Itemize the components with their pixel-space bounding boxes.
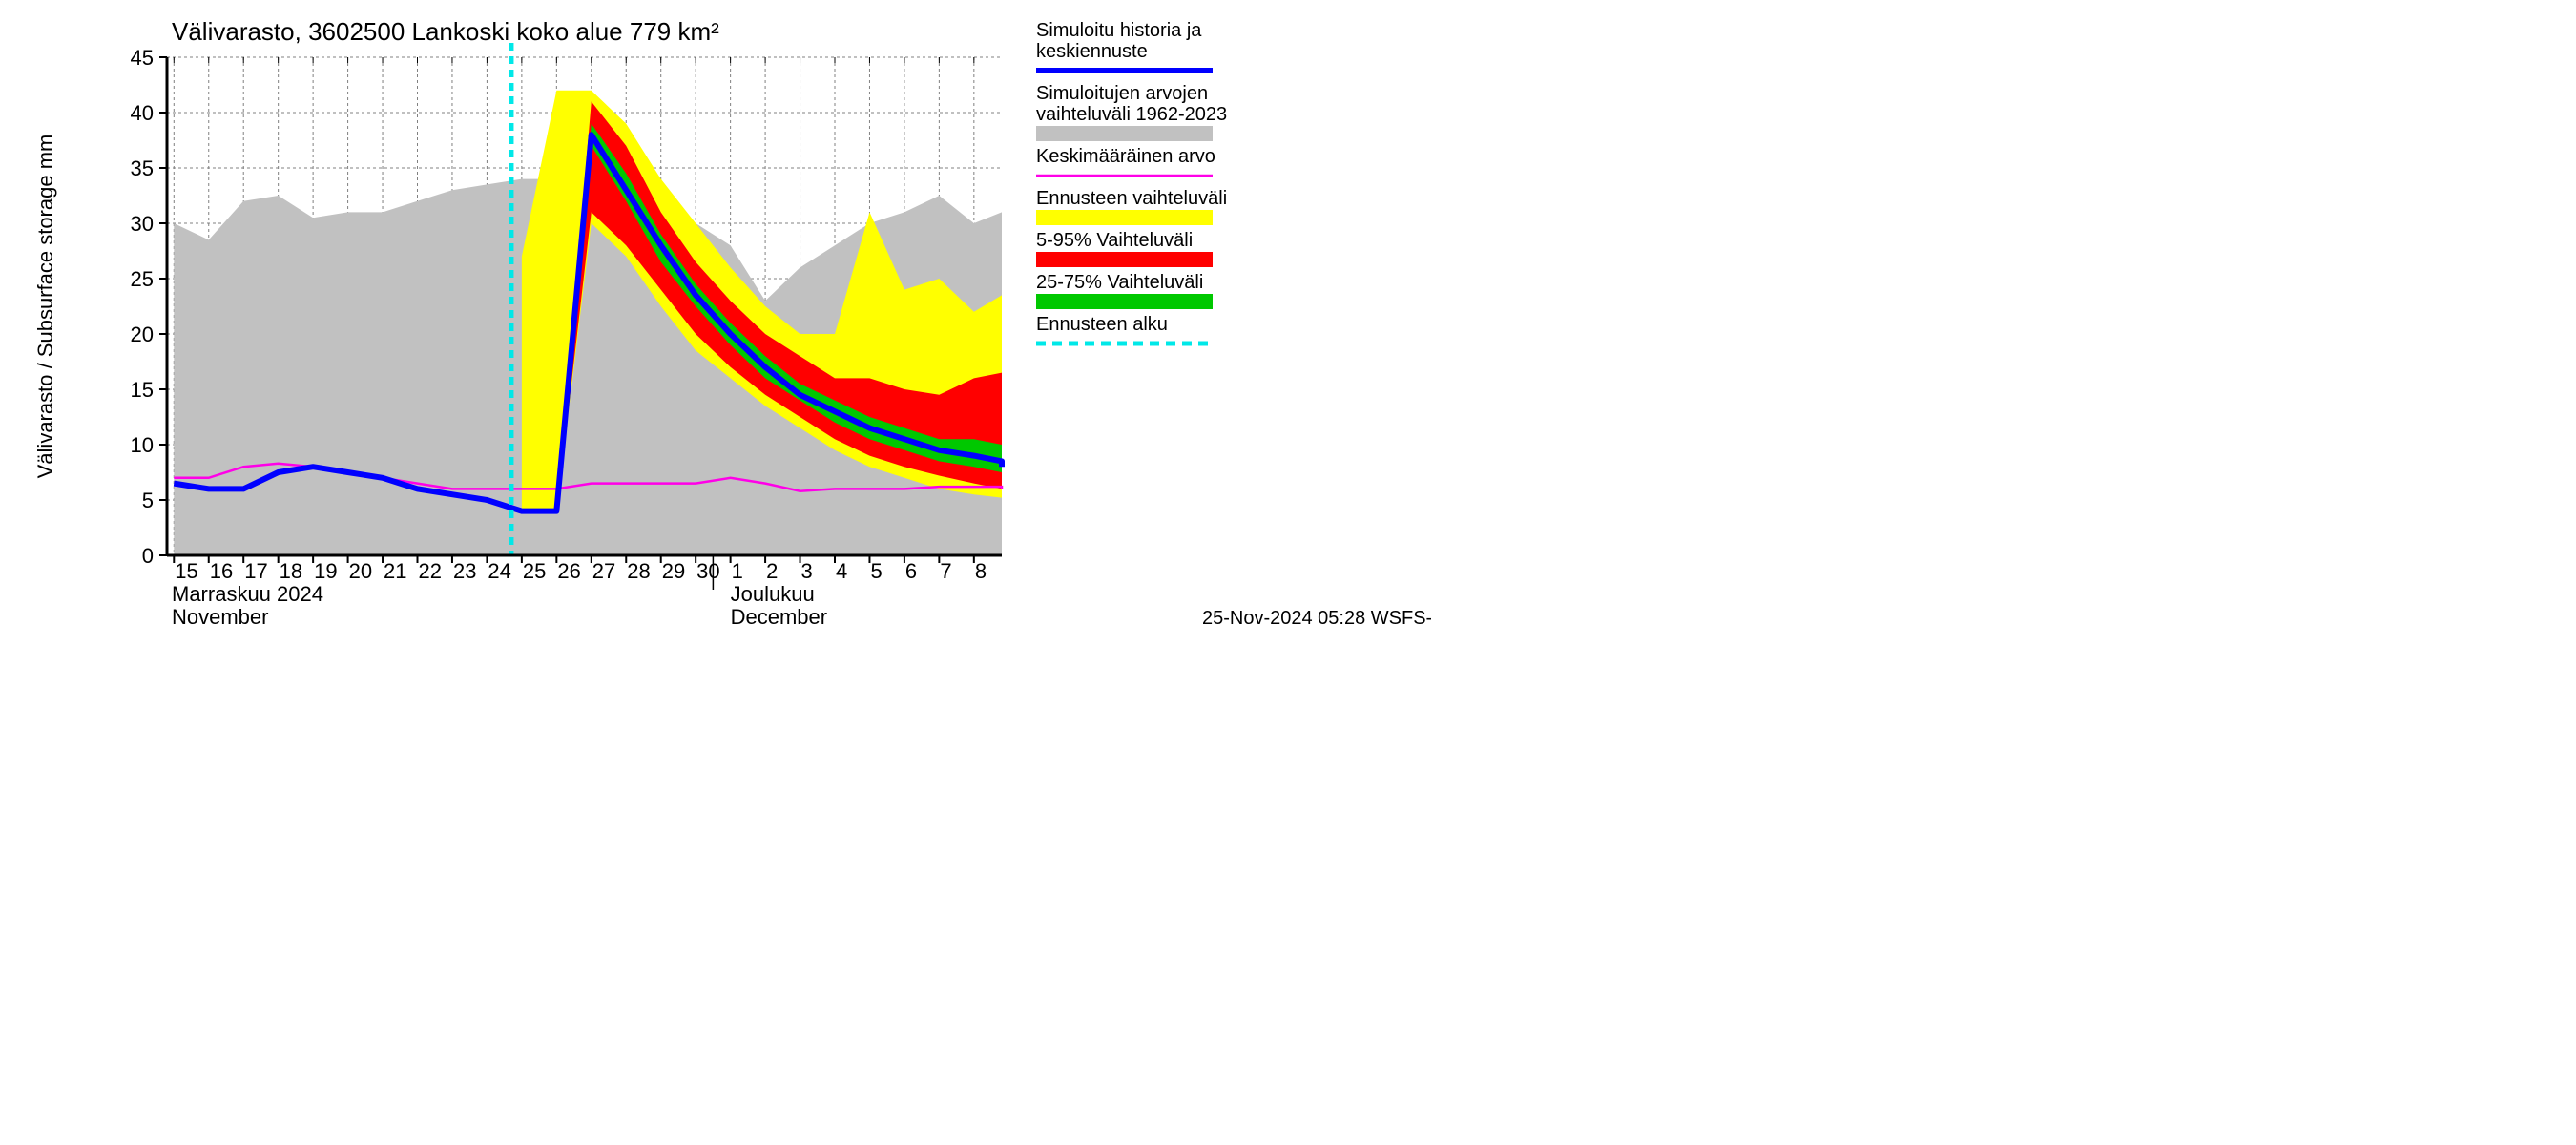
legend-label: Ennusteen vaihteluväli (1036, 188, 1227, 209)
x-tick-label: 24 (488, 559, 510, 583)
legend-swatch (1036, 126, 1213, 141)
legend-label: 25-75% Vaihteluväli (1036, 272, 1203, 293)
footer-timestamp: 25-Nov-2024 05:28 WSFS-O (1202, 608, 1431, 629)
legend-swatch (1036, 294, 1213, 309)
x-tick-label: 6 (905, 559, 917, 583)
legend-label: Keskimääräinen arvo (1036, 146, 1215, 167)
x-tick-label: 29 (662, 559, 685, 583)
x-tick-label: 8 (975, 559, 987, 583)
y-tick-label: 25 (131, 267, 154, 291)
chart-container: 0510152025303540451516171819202122232425… (0, 0, 1431, 636)
y-tick-label: 30 (131, 212, 154, 236)
legend-label: Simuloitujen arvojen (1036, 83, 1208, 104)
x-tick-label: 4 (836, 559, 847, 583)
x-tick-label: 15 (175, 559, 197, 583)
x-tick-label: 1 (732, 559, 743, 583)
legend-swatch (1036, 252, 1213, 267)
legend-label: keskiennuste (1036, 41, 1148, 62)
legend-swatch (1036, 210, 1213, 225)
x-tick-label: 23 (453, 559, 476, 583)
x-tick-label: 27 (592, 559, 615, 583)
x-tick-label: 7 (940, 559, 951, 583)
legend-label: 5-95% Vaihteluväli (1036, 230, 1193, 251)
x-tick-label: 3 (801, 559, 813, 583)
y-tick-label: 5 (142, 489, 154, 512)
x-tick-label: 28 (627, 559, 650, 583)
chart-title: Välivarasto, 3602500 Lankoski koko alue … (172, 17, 719, 46)
x-tick-label: 18 (280, 559, 302, 583)
x-tick-label: 30 (696, 559, 719, 583)
x-tick-label: 2 (766, 559, 778, 583)
y-tick-label: 15 (131, 378, 154, 402)
legend-label: Ennusteen alku (1036, 314, 1168, 335)
x-tick-label: 5 (870, 559, 882, 583)
month-label-en: December (731, 605, 827, 629)
x-tick-label: 26 (557, 559, 580, 583)
y-tick-label: 35 (131, 156, 154, 180)
x-tick-label: 20 (349, 559, 372, 583)
month-label-fi: Marraskuu 2024 (172, 582, 323, 606)
legend-label: Simuloitu historia ja (1036, 20, 1202, 41)
x-tick-label: 22 (419, 559, 442, 583)
y-tick-label: 10 (131, 433, 154, 457)
x-tick-label: 17 (244, 559, 267, 583)
x-tick-label: 25 (523, 559, 546, 583)
y-tick-label: 0 (142, 544, 154, 568)
y-tick-label: 40 (131, 101, 154, 125)
month-label-fi: Joulukuu (731, 582, 815, 606)
chart-svg: 0510152025303540451516171819202122232425… (0, 0, 1431, 636)
legend-label: vaihteluväli 1962-2023 (1036, 104, 1227, 125)
y-tick-label: 45 (131, 46, 154, 70)
y-tick-label: 20 (131, 323, 154, 346)
x-tick-label: 16 (210, 559, 233, 583)
x-tick-label: 21 (384, 559, 406, 583)
x-tick-label: 19 (314, 559, 337, 583)
y-axis-label: Välivarasto / Subsurface storage mm (33, 135, 57, 479)
month-label-en: November (172, 605, 268, 629)
